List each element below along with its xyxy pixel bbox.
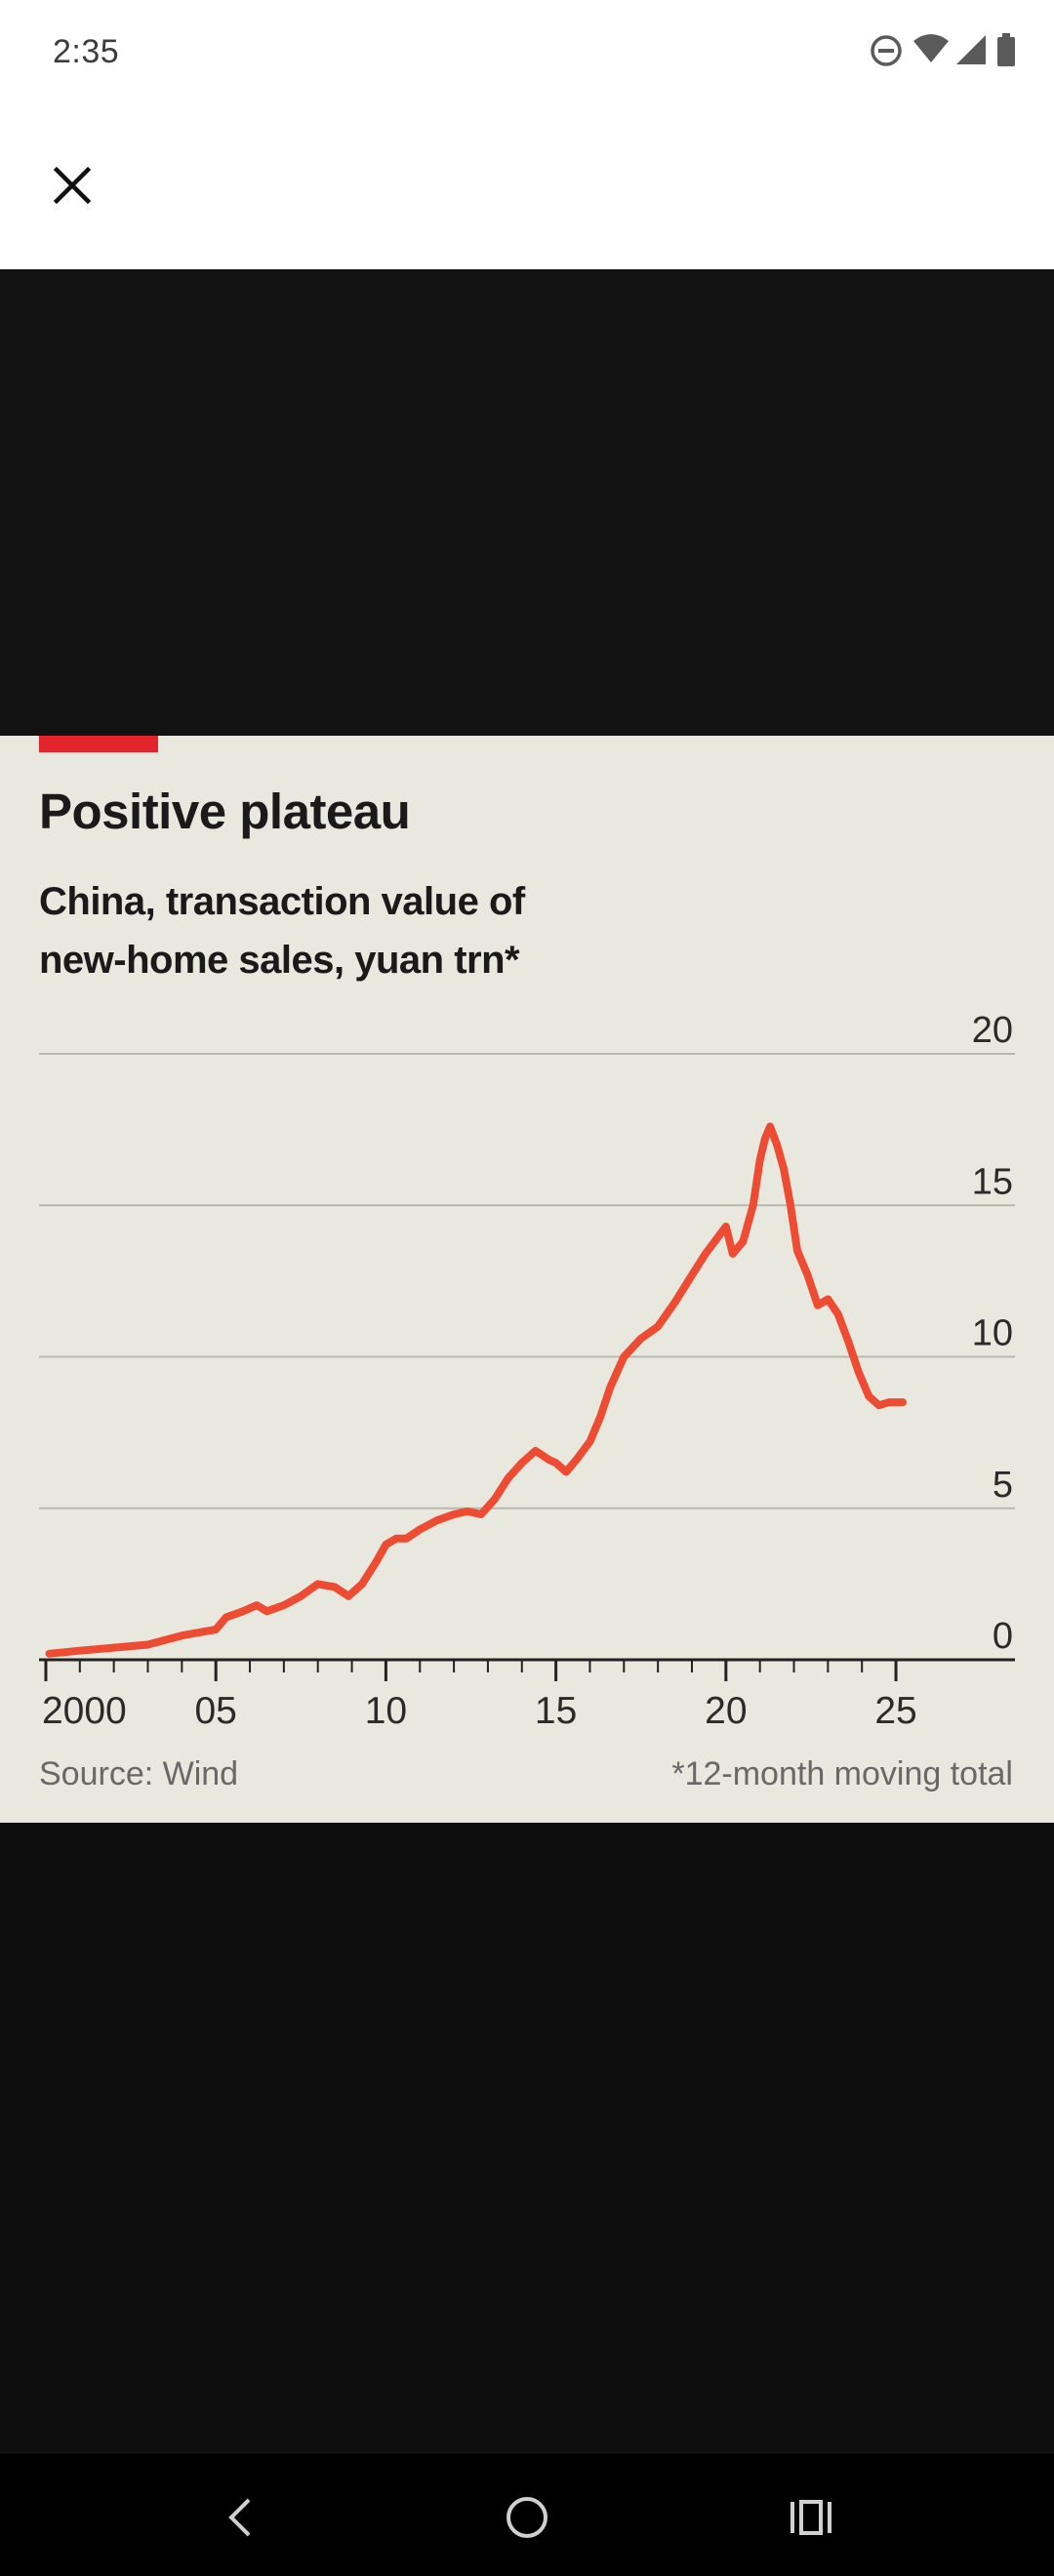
y-tick-label: 0 — [993, 1616, 1013, 1657]
recents-button[interactable] — [777, 2483, 845, 2552]
battery-icon — [997, 33, 1015, 66]
home-button[interactable] — [493, 2483, 561, 2552]
status-time: 2:35 — [53, 33, 120, 70]
status-bar: 2:35 — [0, 0, 1054, 107]
accent-tag — [39, 736, 158, 752]
x-tick-label: 15 — [535, 1690, 577, 1732]
chart-footnote: *12-month moving total — [671, 1755, 1013, 1792]
chart-subtitle: China, transaction value of new-home sal… — [39, 872, 644, 989]
chart-card: Positive plateau China, transaction valu… — [0, 736, 1054, 1823]
system-nav-bar — [0, 2454, 1054, 2576]
chart-source: Source: Wind — [39, 1755, 239, 1792]
do-not-disturb-icon — [871, 35, 902, 66]
y-tick-label: 10 — [972, 1313, 1013, 1354]
x-tick-label: 05 — [194, 1690, 236, 1732]
close-button[interactable] — [39, 152, 105, 219]
home-icon — [507, 2497, 547, 2538]
y-tick-label: 5 — [993, 1465, 1013, 1506]
image-backdrop-top — [0, 269, 1054, 736]
recents-icon — [790, 2500, 831, 2535]
wifi-icon — [913, 34, 949, 62]
chart-subtitle-line-1: China, transaction value of — [39, 880, 525, 923]
x-tick-label: 20 — [705, 1690, 747, 1732]
x-tick-label: 2000 — [42, 1690, 127, 1732]
x-tick-label: 10 — [365, 1690, 407, 1732]
image-backdrop-bottom — [0, 1823, 1054, 2454]
x-tick-label: 25 — [874, 1690, 916, 1732]
back-button[interactable] — [207, 2483, 275, 2552]
chart-subtitle-line-2: new-home sales, yuan trn* — [39, 939, 520, 982]
back-icon — [228, 2498, 251, 2537]
viewer-toolbar — [0, 107, 1054, 269]
y-tick-label: 15 — [972, 1161, 1013, 1202]
y-tick-label: 20 — [972, 1010, 1013, 1051]
series-line — [45, 1122, 907, 1658]
signal-icon — [956, 35, 986, 64]
close-icon — [53, 166, 92, 205]
chart-title: Positive plateau — [39, 784, 411, 839]
